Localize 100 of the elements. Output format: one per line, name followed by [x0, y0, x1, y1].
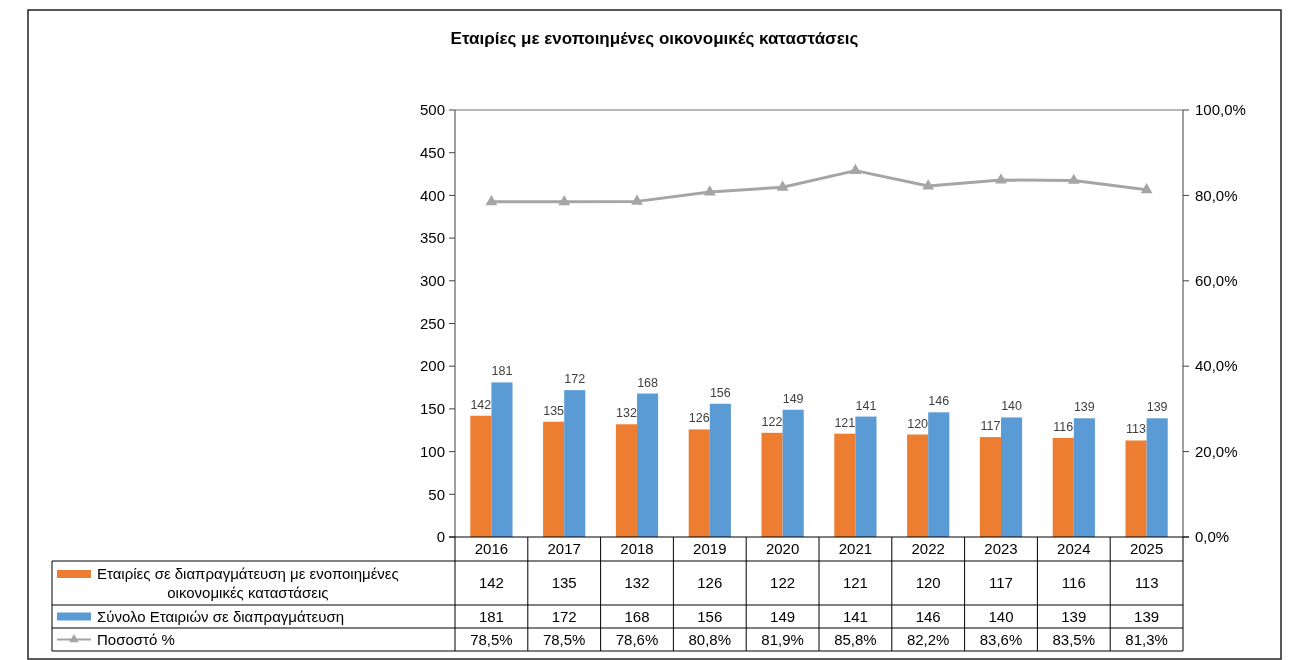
data-label: 85,8% [834, 630, 877, 648]
point [1067, 173, 1080, 184]
point [849, 163, 862, 175]
text: 132 [616, 406, 637, 421]
x-tick-label: 2020 [765, 540, 800, 558]
bar [688, 429, 710, 537]
bar [761, 432, 783, 537]
text: 141 [855, 398, 877, 413]
data-label: 83,6% [979, 630, 1023, 648]
data-label: 156 [697, 607, 723, 625]
y-tick-label: 300 [419, 272, 445, 290]
text: 120 [907, 416, 929, 431]
data-label: 139 [1061, 607, 1087, 625]
y2-tick-label: 0,0% [1195, 528, 1230, 546]
data-label: 78,5% [542, 630, 586, 648]
text: 126 [688, 411, 710, 426]
x-tick-label: 2021 [838, 540, 873, 558]
text: 168 [637, 375, 658, 390]
bar [1146, 418, 1168, 537]
data-label: 132 [624, 574, 650, 592]
data-label: 122 [770, 574, 796, 592]
data-label: 82,2% [906, 630, 950, 648]
legend-label: Ποσοστό % [97, 630, 175, 648]
y-tick-label: 50 [428, 485, 445, 503]
y-tick-label: 400 [419, 186, 445, 204]
data-label: 135 [551, 574, 577, 592]
text: 122 [761, 414, 783, 429]
data-label: 126 [697, 574, 723, 592]
bar [928, 412, 950, 537]
bar [1125, 440, 1147, 537]
y2-tick-label: 80,0% [1195, 186, 1238, 204]
data-label: 78,6% [615, 630, 659, 648]
point [558, 195, 571, 206]
chart-title: Εταιρίες με ενοποιημένες οικονομικές καταστάσεις [450, 29, 859, 48]
text: 142 [470, 397, 492, 412]
text: 146 [928, 394, 950, 409]
text: 139 [1073, 400, 1095, 415]
y-tick-label: 450 [419, 143, 445, 161]
data-label: 149 [770, 607, 796, 625]
text: 139 [1146, 400, 1168, 415]
text: 116 [1053, 419, 1074, 434]
text: 121 [834, 415, 856, 430]
point [631, 194, 643, 205]
bar [543, 421, 565, 537]
data-label: 116 [1061, 574, 1086, 592]
data-label: 146 [915, 607, 941, 625]
point [1140, 183, 1153, 194]
data-label: 80,8% [688, 630, 732, 648]
bar [979, 437, 1001, 537]
x-tick-label: 2024 [1057, 540, 1091, 558]
text: 181 [491, 364, 513, 379]
data-label: 121 [842, 574, 868, 592]
text: 140 [1001, 399, 1022, 414]
y2-tick-label: 40,0% [1195, 357, 1238, 375]
bar [637, 393, 659, 537]
x-tick-label: 2022 [911, 540, 945, 558]
text: 113 [1126, 422, 1147, 437]
y-tick-label: 0 [436, 528, 445, 546]
y2-tick-label: 100,0% [1195, 101, 1246, 119]
point [995, 173, 1007, 184]
data-label: 81,3% [1125, 630, 1168, 648]
bar [834, 433, 856, 537]
bar [907, 434, 929, 537]
text: 172 [564, 372, 586, 387]
x-tick-label: 2016 [474, 540, 509, 558]
y-tick-label: 350 [419, 229, 445, 247]
legend-label: Σύνολο Εταιριών σε διαπραγμάτευση [97, 607, 345, 625]
bar [1001, 417, 1023, 537]
data-label: 172 [551, 607, 577, 625]
bar [615, 424, 637, 537]
data-label: 181 [478, 607, 504, 625]
data-label: 78,5% [470, 630, 513, 648]
data-label: 142 [478, 574, 504, 592]
bar [470, 415, 492, 537]
y-tick-label: 150 [419, 400, 445, 418]
data-label: 120 [915, 574, 941, 592]
bar [782, 409, 804, 537]
x-tick-label: 2025 [1129, 540, 1164, 558]
y2-tick-label: 20,0% [1195, 442, 1238, 460]
text: 135 [543, 403, 565, 418]
data-label: 81,9% [761, 630, 804, 648]
bar [1073, 418, 1095, 537]
bar [491, 382, 513, 537]
data-label: 141 [842, 607, 868, 625]
point [703, 185, 716, 196]
data-label: 83,5% [1052, 630, 1096, 648]
data-label: 140 [988, 607, 1014, 625]
bar [855, 416, 877, 537]
y-tick-label: 250 [419, 314, 445, 332]
y-tick-label: 100 [419, 442, 445, 460]
data-label: 168 [624, 607, 650, 625]
data-label: 113 [1134, 574, 1159, 592]
x-tick-label: 2018 [620, 540, 654, 558]
y-tick-label: 200 [419, 357, 445, 375]
y2-tick-label: 60,0% [1195, 272, 1238, 290]
text: 156 [709, 385, 731, 400]
y-tick-label: 500 [419, 101, 445, 119]
x-tick-label: 2017 [547, 540, 581, 558]
x-tick-label: 2019 [693, 540, 727, 558]
text: 117 [980, 419, 1001, 434]
